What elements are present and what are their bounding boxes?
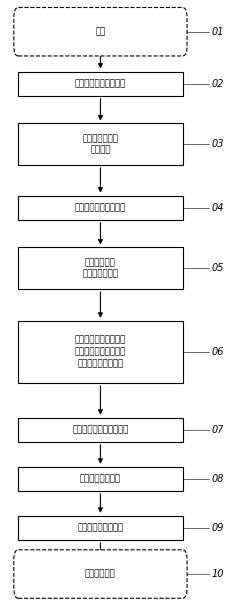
Text: 10: 10 (212, 569, 224, 579)
FancyBboxPatch shape (18, 247, 183, 289)
Text: 02: 02 (212, 79, 224, 89)
FancyBboxPatch shape (18, 418, 183, 442)
Text: 03: 03 (212, 139, 224, 149)
FancyBboxPatch shape (18, 196, 183, 220)
Text: 记录所要控制的
天线型号: 记录所要控制的 天线型号 (83, 134, 118, 155)
Text: 记录所要调节角度类型: 记录所要调节角度类型 (75, 79, 126, 88)
FancyBboxPatch shape (18, 516, 183, 540)
Text: 08: 08 (212, 474, 224, 484)
Text: 07: 07 (212, 425, 224, 435)
FancyBboxPatch shape (18, 124, 183, 165)
FancyBboxPatch shape (18, 321, 183, 383)
Text: 由所要控制的天线型号
及角度类型，获取相应
的非线性调节转动量: 由所要控制的天线型号 及角度类型，获取相应 的非线性调节转动量 (75, 335, 126, 368)
Text: 本次调节结束: 本次调节结束 (85, 569, 116, 578)
Text: 天线校准寻找零位基准: 天线校准寻找零位基准 (75, 203, 126, 212)
FancyBboxPatch shape (14, 8, 187, 56)
Text: 04: 04 (212, 203, 224, 212)
Text: 09: 09 (212, 523, 224, 533)
Text: 06: 06 (212, 347, 224, 357)
Text: 05: 05 (212, 263, 224, 273)
Text: 驱动步进电机转动: 驱动步进电机转动 (80, 475, 121, 484)
FancyBboxPatch shape (18, 71, 183, 96)
Text: 01: 01 (212, 27, 224, 37)
Text: 计算转动步数、转动方向: 计算转动步数、转动方向 (72, 425, 129, 434)
Text: 完成，反馈调节信息: 完成，反馈调节信息 (77, 523, 123, 532)
FancyBboxPatch shape (18, 467, 183, 491)
FancyBboxPatch shape (14, 550, 187, 598)
Text: 确定当前角度
和调节目标角度: 确定当前角度 和调节目标角度 (83, 258, 118, 278)
Text: 开始: 开始 (95, 27, 106, 36)
